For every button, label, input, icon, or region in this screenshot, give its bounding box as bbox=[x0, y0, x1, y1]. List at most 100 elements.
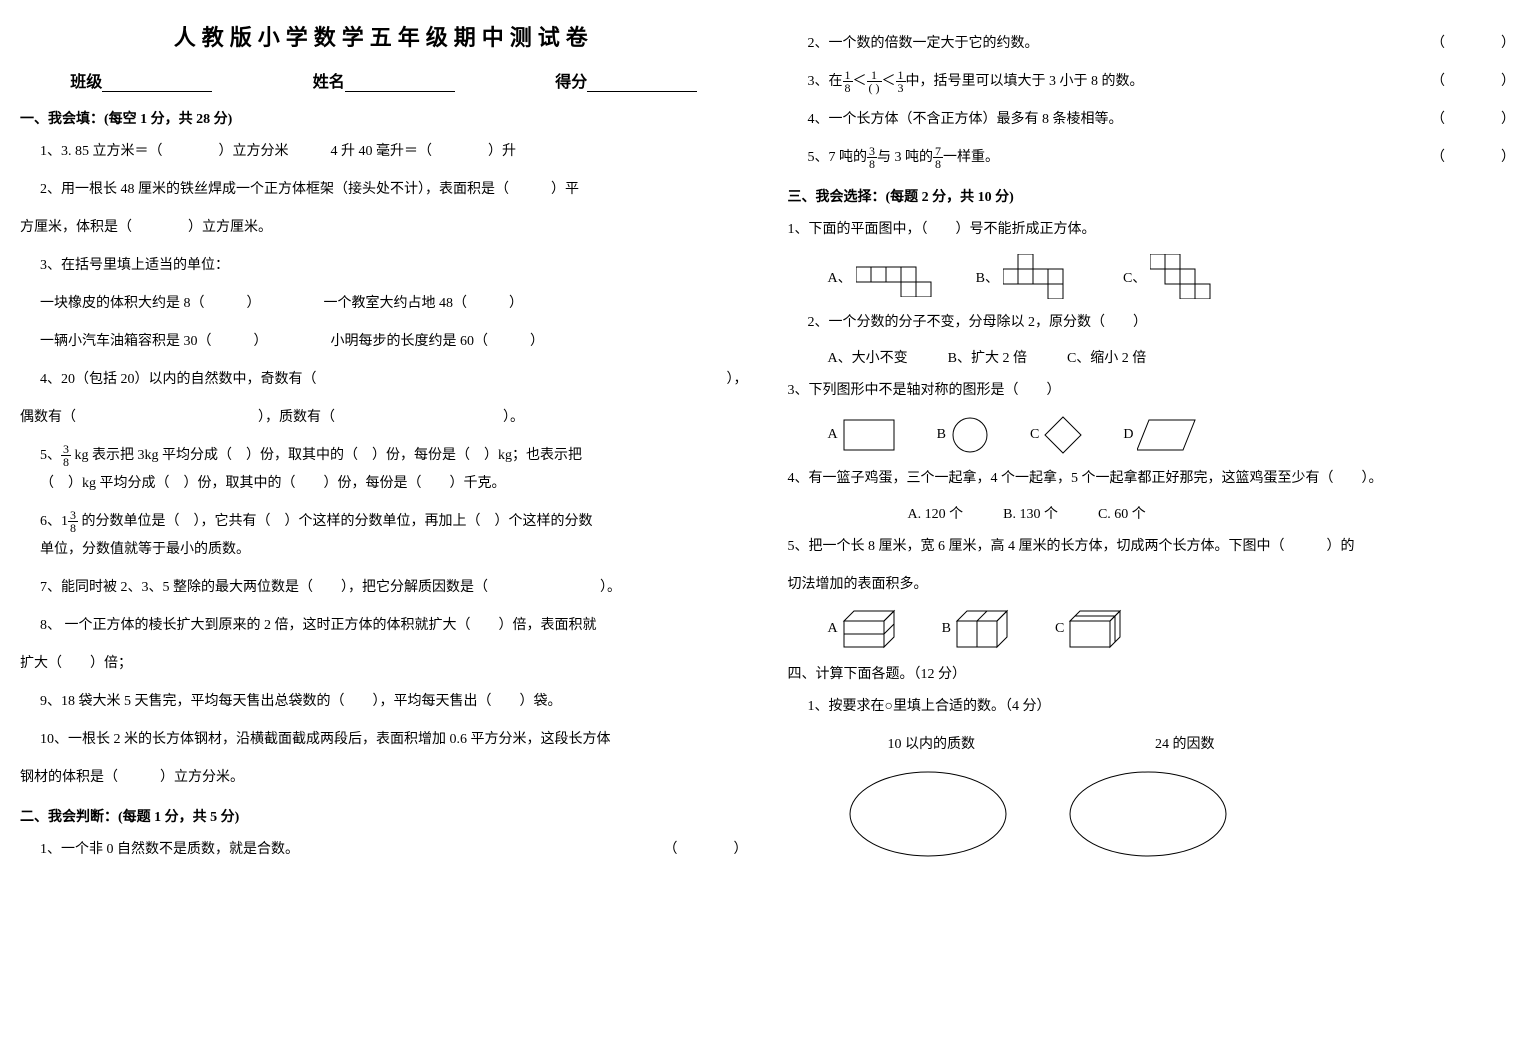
section-1-heading: 一、我会填：(每空 1 分，共 28 分) bbox=[20, 108, 748, 128]
section-3-heading: 三、我会选择：(每题 2 分，共 10 分) bbox=[788, 186, 1516, 206]
s1-q10-c: ）立方分米。 bbox=[160, 770, 244, 785]
frac-d2: 8 bbox=[68, 522, 78, 534]
q3D-label: D bbox=[1123, 427, 1133, 443]
s2-q2-text: 2、一个数的倍数一定大于它的约数。 bbox=[808, 36, 1039, 51]
s1-q6: 6、138 的分数单位是（ ），它共有（ ）个这样的分数单位，再加上（ ）个这样… bbox=[40, 508, 748, 564]
s1-q9: 9、18 袋大米 5 天售完，平均每天售出总袋数的（ ），平均每天售出（ ）袋。 bbox=[40, 688, 748, 716]
s3-q5-line2: 切法增加的表面积多。 bbox=[788, 571, 1516, 599]
s1-q3-row2: 一辆小汽车油箱容积是 30（ ） 小明每步的长度约是 60（ ） bbox=[40, 328, 748, 356]
q3C-label: C bbox=[1030, 427, 1039, 443]
s3-q4-B[interactable]: B. 130 个 bbox=[1003, 503, 1058, 523]
s2-q3-a: 3、在 bbox=[808, 74, 843, 89]
s1-q4-a: 4、20（包括 20）以内的自然数中，奇数有（ bbox=[40, 372, 317, 387]
s1-q4-b: ）， bbox=[727, 366, 748, 394]
s2-q4: 4、一个长方体（不含正方体）最多有 8 条棱相等。 （ ） bbox=[808, 106, 1516, 134]
s1-q3-a: 一块橡皮的体积大约是 8（ bbox=[40, 296, 205, 311]
q5B-label: B bbox=[942, 621, 951, 637]
s3-q5-options: A B C bbox=[828, 609, 1516, 649]
s1-q4-d: ），质数有（ bbox=[258, 410, 335, 425]
optB-label: B、 bbox=[976, 267, 999, 287]
s1-q4: 4、20（包括 20）以内的自然数中，奇数有（ ）， bbox=[40, 366, 748, 394]
s3-q5-B[interactable]: B bbox=[942, 609, 1015, 649]
s1-q1-c: 4 升 40 毫升＝（ bbox=[331, 144, 433, 159]
parallelogram-icon bbox=[1137, 418, 1197, 453]
venn-ellipses bbox=[848, 769, 1516, 859]
s1-q1: 1、3. 85 立方米＝（ ）立方分米 4 升 40 毫升＝（ ）升 bbox=[40, 138, 748, 166]
s1-q1-a: 1、3. 85 立方米＝（ bbox=[40, 144, 163, 159]
s1-q1-d: ）升 bbox=[488, 144, 516, 159]
frac-1-8: 18 bbox=[843, 69, 853, 94]
name-blank[interactable] bbox=[345, 76, 455, 92]
s3-q3-B[interactable]: B bbox=[937, 415, 990, 455]
s3-q5-C[interactable]: C bbox=[1055, 609, 1128, 649]
net-a-icon bbox=[856, 257, 936, 297]
s3-q3-C[interactable]: C bbox=[1030, 415, 1083, 455]
s1-q3-c: 一个教室大约占地 48（ bbox=[324, 296, 468, 311]
f13d: 3 bbox=[896, 82, 906, 94]
s3-q1-C[interactable]: C、 bbox=[1123, 254, 1215, 299]
ellipse-1-icon[interactable] bbox=[848, 769, 1008, 859]
s3-q5-b: ）的 bbox=[1327, 539, 1355, 554]
s3-q4: 4、有一篮子鸡蛋，三个一起拿，4 个一起拿，5 个一起拿都正好那完，这篮鸡蛋至少… bbox=[788, 465, 1516, 493]
s1-q7-c: ）。 bbox=[600, 580, 621, 595]
s3-q1-B[interactable]: B、 bbox=[976, 254, 1083, 299]
s3-q4-options: A. 120 个 B. 130 个 C. 60 个 bbox=[908, 503, 1516, 523]
s1-q2-l2b: ）立方厘米。 bbox=[188, 220, 272, 235]
ellipse-2-icon[interactable] bbox=[1068, 769, 1228, 859]
frac-d: 8 bbox=[61, 456, 71, 468]
s1-q3-row1: 一块橡皮的体积大约是 8（ ） 一个教室大约占地 48（ ） bbox=[40, 290, 748, 318]
s3-q3-D[interactable]: D bbox=[1123, 418, 1197, 453]
s2-q1-blank[interactable]: （ ） bbox=[664, 836, 748, 864]
s3-q5-A[interactable]: A bbox=[828, 609, 902, 649]
frac-3-8c: 38 bbox=[867, 145, 877, 170]
header-line: 班级 姓名 得分 bbox=[20, 68, 748, 92]
s1-q9-a: 9、18 袋大米 5 天售完，平均每天售出总袋数的（ bbox=[40, 694, 345, 709]
s3-q1-A[interactable]: A、 bbox=[828, 257, 936, 297]
s2-q3-b: ＜ bbox=[853, 74, 867, 89]
class-blank[interactable] bbox=[102, 76, 212, 92]
s1-q3-g: 小明每步的长度约是 60（ bbox=[331, 334, 489, 349]
s1-q3: 3、在括号里填上适当的单位： bbox=[40, 252, 748, 280]
s3-q2-options: A、大小不变 B、扩大 2 倍 C、缩小 2 倍 bbox=[828, 347, 1516, 367]
s3-q2-A[interactable]: A、大小不变 bbox=[828, 347, 908, 367]
s4-label1: 10 以内的质数 bbox=[888, 731, 976, 759]
s1-q8-line2: 扩大（ ）倍； bbox=[20, 650, 748, 678]
s2-q2: 2、一个数的倍数一定大于它的约数。 （ ） bbox=[808, 30, 1516, 58]
s4-label2: 24 的因数 bbox=[1155, 731, 1215, 759]
f18d: 8 bbox=[843, 82, 853, 94]
s1-q5-c: （ ）kg 平均分成（ ）份，取其中的（ ）份，每份是（ ）千克。 bbox=[40, 476, 506, 491]
s3-q3: 3、下列图形中不是轴对称的图形是（ ） bbox=[788, 377, 1516, 405]
s2-q5-b: 与 3 吨的 bbox=[877, 150, 933, 165]
s3-q4-A[interactable]: A. 120 个 bbox=[908, 503, 964, 523]
diamond-icon bbox=[1043, 415, 1083, 455]
s3-q3-A[interactable]: A bbox=[828, 418, 897, 453]
s1-q8: 8、 一个正方体的棱长扩大到原来的 2 倍，这时正方体的体积就扩大（ ）倍，表面… bbox=[40, 612, 748, 640]
s2-q4-blank[interactable]: （ ） bbox=[1431, 106, 1515, 134]
f1pd: ( ) bbox=[867, 82, 882, 94]
s2-q5: 5、7 吨的38与 3 吨的78一样重。 （ ） bbox=[808, 144, 1516, 172]
s1-q3-b: ） bbox=[247, 296, 254, 311]
score-blank[interactable] bbox=[587, 76, 697, 92]
q3A-label: A bbox=[828, 427, 838, 443]
s3-q2-B[interactable]: B、扩大 2 倍 bbox=[948, 347, 1027, 367]
s2-q3-blank[interactable]: （ ） bbox=[1431, 68, 1515, 96]
score-label: 得分 bbox=[555, 74, 587, 91]
s1-q3-h: ） bbox=[530, 334, 544, 349]
s3-q2-C[interactable]: C、缩小 2 倍 bbox=[1067, 347, 1146, 367]
cuboid-c-icon bbox=[1068, 609, 1128, 649]
s3-q1: 1、下面的平面图中，（ ）号不能折成正方体。 bbox=[788, 216, 1516, 244]
s1-q7-b: ），把它分解质因数是（ bbox=[341, 580, 488, 595]
f78d: 8 bbox=[933, 158, 943, 170]
s2-q5-blank[interactable]: （ ） bbox=[1431, 144, 1515, 172]
s1-q5-b: kg 表示把 3kg 平均分成（ ）份，取其中的（ ）份，每份是（ ）kg；也表… bbox=[71, 448, 582, 463]
q5C-label: C bbox=[1055, 621, 1064, 637]
s1-q8-c: 扩大（ bbox=[20, 656, 62, 671]
s2-q3: 3、在18＜1( )＜13中，括号里可以填大于 3 小于 8 的数。 （ ） bbox=[808, 68, 1516, 96]
frac-3-8b: 38 bbox=[68, 509, 78, 534]
optC-label: C、 bbox=[1123, 267, 1146, 287]
s1-q8-b: ）倍，表面积就 bbox=[499, 618, 597, 633]
q5A-label: A bbox=[828, 621, 838, 637]
f38d: 8 bbox=[867, 158, 877, 170]
s2-q2-blank[interactable]: （ ） bbox=[1431, 30, 1515, 58]
s3-q4-C[interactable]: C. 60 个 bbox=[1098, 503, 1146, 523]
